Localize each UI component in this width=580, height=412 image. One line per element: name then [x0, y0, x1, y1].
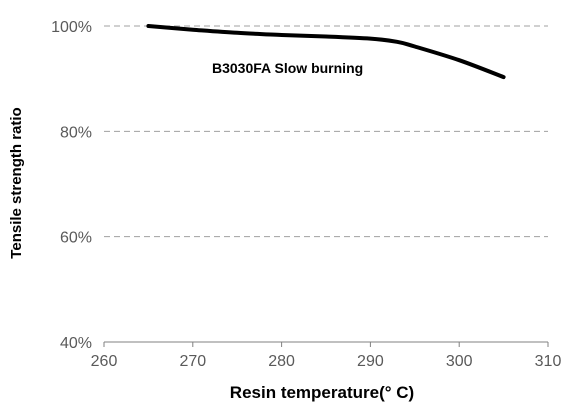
x-tick-label-310: 310	[535, 353, 562, 370]
x-tick-label-290: 290	[357, 353, 384, 370]
y-axis-ticks: 40% 60% 80% 100%	[51, 19, 92, 352]
x-axis-ticks: 260 270 280 290 300 310	[91, 342, 562, 370]
y-axis-title: Tensile strength ratio	[8, 107, 25, 258]
x-axis-title: Resin temperature(° C)	[230, 383, 414, 402]
x-tick-label-270: 270	[179, 353, 206, 370]
gridlines	[104, 25, 548, 238]
x-tick-label-280: 280	[268, 353, 295, 370]
x-tick-label-260: 260	[91, 353, 118, 370]
y-tick-label-60: 60%	[60, 230, 92, 247]
y-tick-label-40: 40%	[60, 335, 92, 352]
series-label: B3030FA Slow burning	[212, 60, 363, 76]
y-tick-label-100: 100%	[51, 19, 92, 36]
x-tick-label-300: 300	[446, 353, 473, 370]
series-line-b3030fa	[146, 24, 506, 80]
y-tick-label-80: 80%	[60, 124, 92, 141]
